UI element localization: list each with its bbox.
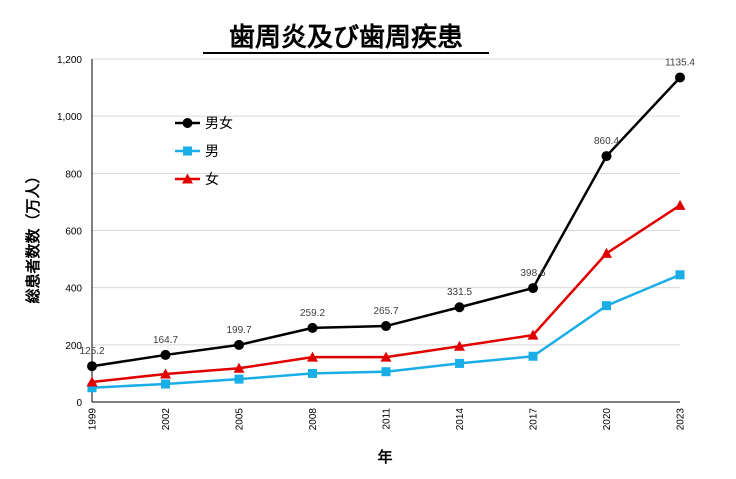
series-square bbox=[87, 270, 685, 393]
gridlines bbox=[92, 58, 680, 346]
x-tick-label: 2023 bbox=[676, 408, 687, 431]
data-point bbox=[234, 339, 244, 350]
data-point bbox=[380, 351, 392, 362]
data-label: 1135.4 bbox=[665, 57, 695, 68]
y-tick-label: 800 bbox=[65, 169, 82, 180]
data-label: 331.5 bbox=[447, 287, 472, 298]
x-tick-label: 2008 bbox=[308, 408, 319, 431]
data-point bbox=[527, 329, 539, 340]
data-point bbox=[87, 361, 97, 372]
x-tick-label: 1999 bbox=[88, 408, 99, 431]
data-label: 125.2 bbox=[79, 346, 104, 357]
x-tick-label: 2002 bbox=[161, 408, 172, 431]
data-point bbox=[528, 351, 538, 361]
data-point bbox=[454, 340, 465, 351]
data-label: 164.7 bbox=[153, 335, 178, 346]
data-point bbox=[381, 367, 391, 377]
legend-item: 男 bbox=[175, 144, 219, 160]
series-triangle bbox=[86, 199, 686, 387]
data-labels: 125.2 164.7 199.7 259.2 265.7 331.5 398.6 860.4… bbox=[79, 57, 695, 357]
x-tick-label: 2005 bbox=[235, 408, 246, 431]
data-point bbox=[160, 368, 171, 379]
data-label: 199.7 bbox=[226, 325, 251, 336]
data-point bbox=[183, 146, 192, 156]
y-tick-label: 1,200 bbox=[57, 55, 82, 66]
axes bbox=[91, 59, 680, 403]
data-label: 259.2 bbox=[300, 308, 325, 319]
data-point bbox=[454, 302, 465, 313]
x-axis-label: 年 bbox=[377, 448, 392, 466]
y-tick-label: 600 bbox=[65, 227, 82, 238]
x-tick-labels: 1999 2002 2005 2008 2011 2014 2017 2020 2023 bbox=[88, 408, 687, 431]
chart-title-group: 歯周炎及び歯周疾患 bbox=[203, 22, 489, 54]
y-tick-label: 400 bbox=[65, 284, 82, 295]
data-point bbox=[455, 358, 464, 368]
data-point bbox=[160, 349, 171, 360]
data-point bbox=[87, 383, 97, 393]
y-axis-label: 総患者数数（万人） bbox=[24, 168, 42, 303]
data-point bbox=[233, 362, 245, 373]
x-tick-label: 2011 bbox=[382, 408, 393, 430]
data-point bbox=[86, 376, 98, 387]
x-tick-label: 2014 bbox=[455, 408, 466, 431]
x-tick-label: 2020 bbox=[602, 408, 613, 431]
data-point bbox=[528, 283, 538, 294]
data-label: 265.7 bbox=[373, 306, 398, 317]
y-tick-label: 0 bbox=[76, 398, 82, 409]
data-point bbox=[674, 199, 686, 210]
data-point bbox=[601, 247, 612, 258]
series-group bbox=[86, 72, 686, 393]
data-point bbox=[675, 270, 685, 280]
data-point bbox=[307, 351, 318, 362]
data-point bbox=[308, 368, 317, 378]
legend-label: 女 bbox=[205, 171, 219, 188]
data-point bbox=[307, 322, 318, 333]
data-point bbox=[161, 379, 170, 389]
data-label: 860.4 bbox=[594, 136, 619, 147]
data-label: 398.6 bbox=[520, 268, 545, 279]
data-point bbox=[182, 173, 193, 184]
legend-label: 男女 bbox=[205, 115, 233, 132]
data-point bbox=[381, 321, 391, 332]
x-tick-label: 2017 bbox=[529, 408, 540, 431]
chart-title: 歯周炎及び歯周疾患 bbox=[229, 22, 463, 53]
y-tick-labels: 0 200 400 600 800 1,000 1,200 bbox=[57, 55, 82, 409]
y-tick-label: 1,000 bbox=[57, 112, 82, 123]
data-point bbox=[675, 72, 685, 83]
data-point bbox=[602, 301, 611, 311]
data-point bbox=[601, 151, 612, 162]
legend-item: 女 bbox=[175, 171, 219, 188]
data-point bbox=[234, 374, 244, 384]
series-circle bbox=[87, 72, 685, 372]
y-tick-label: 200 bbox=[65, 341, 82, 352]
data-point bbox=[182, 118, 193, 128]
legend-label: 男 bbox=[205, 144, 219, 160]
legend-item: 男女 bbox=[175, 115, 233, 132]
